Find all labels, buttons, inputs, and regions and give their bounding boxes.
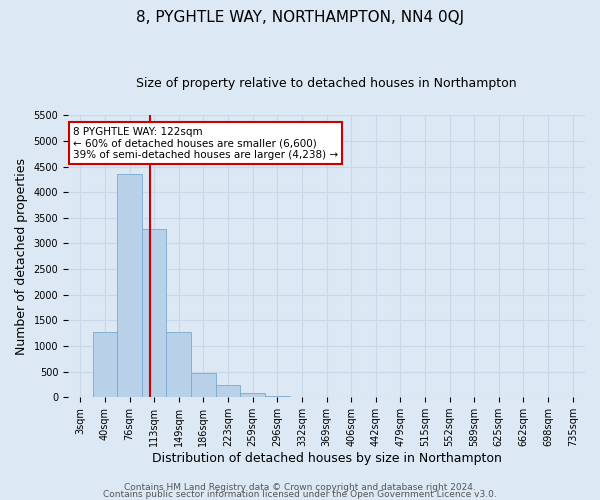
Bar <box>191 372 216 397</box>
Bar <box>92 332 117 397</box>
Text: Contains public sector information licensed under the Open Government Licence v3: Contains public sector information licen… <box>103 490 497 499</box>
Title: Size of property relative to detached houses in Northampton: Size of property relative to detached ho… <box>136 78 517 90</box>
Text: Contains HM Land Registry data © Crown copyright and database right 2024.: Contains HM Land Registry data © Crown c… <box>124 484 476 492</box>
Bar <box>216 386 241 397</box>
Bar <box>265 396 290 397</box>
Bar <box>142 228 166 397</box>
Text: 8, PYGHTLE WAY, NORTHAMPTON, NN4 0QJ: 8, PYGHTLE WAY, NORTHAMPTON, NN4 0QJ <box>136 10 464 25</box>
Y-axis label: Number of detached properties: Number of detached properties <box>15 158 28 355</box>
Bar <box>166 332 191 397</box>
Text: 8 PYGHTLE WAY: 122sqm
← 60% of detached houses are smaller (6,600)
39% of semi-d: 8 PYGHTLE WAY: 122sqm ← 60% of detached … <box>73 126 338 160</box>
Bar <box>241 394 265 397</box>
Bar <box>117 174 142 397</box>
X-axis label: Distribution of detached houses by size in Northampton: Distribution of detached houses by size … <box>152 452 502 465</box>
